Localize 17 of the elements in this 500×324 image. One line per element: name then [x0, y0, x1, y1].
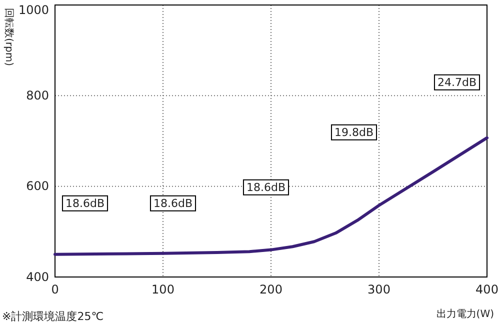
x-tick-label: 0 [51, 282, 59, 297]
y-tick-label: 1000 [18, 3, 49, 17]
x-tick-label: 100 [152, 282, 174, 297]
y-tick-label: 600 [26, 179, 49, 194]
annotation: 19.8dB [334, 126, 374, 139]
text: ※計測環境温度25℃ [2, 310, 104, 323]
annotation: 18.6dB [153, 196, 193, 210]
y-tick-label: 800 [26, 88, 49, 103]
x-tick-label: 400 [476, 282, 498, 297]
annotation: 18.6dB [65, 196, 105, 210]
y-axis-title: 回転数(rpm) [3, 8, 14, 66]
y-tick-label: 400 [26, 270, 49, 284]
x-tick-label: 300 [368, 282, 390, 297]
x-axis-title: 出力電力(W) [436, 308, 494, 320]
annotation: 18.6dB [246, 180, 286, 194]
x-tick-label: 200 [260, 282, 282, 297]
annotation: 24.7dB [437, 76, 477, 89]
